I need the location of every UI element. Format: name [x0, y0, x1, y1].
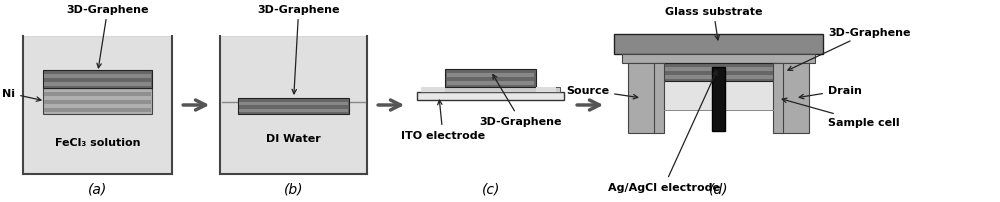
- Bar: [43, 88, 152, 115]
- Bar: [44, 93, 151, 97]
- Bar: [239, 109, 348, 113]
- Text: 3D-Graphene: 3D-Graphene: [257, 5, 340, 94]
- Bar: [44, 83, 151, 87]
- Bar: [421, 87, 560, 93]
- Bar: [44, 101, 151, 104]
- Bar: [447, 82, 534, 86]
- Bar: [44, 108, 151, 113]
- Bar: [445, 70, 536, 87]
- Text: 3D-Graphene: 3D-Graphene: [788, 28, 910, 71]
- Text: Glass substrate: Glass substrate: [665, 7, 762, 41]
- Text: Sample cell: Sample cell: [782, 99, 900, 127]
- Text: 3D-Graphene: 3D-Graphene: [66, 5, 149, 68]
- Bar: [43, 71, 152, 88]
- Text: (c): (c): [482, 182, 500, 196]
- Bar: [238, 99, 349, 115]
- Bar: [24, 38, 171, 173]
- Bar: [417, 93, 564, 101]
- Text: Source: Source: [566, 86, 638, 99]
- Bar: [660, 76, 777, 80]
- Bar: [221, 38, 366, 173]
- Bar: [421, 87, 445, 93]
- Text: DI Water: DI Water: [266, 133, 321, 143]
- Bar: [536, 87, 556, 93]
- Text: Ag/AgCl electrode: Ag/AgCl electrode: [608, 72, 720, 192]
- Bar: [622, 55, 815, 64]
- Bar: [712, 68, 725, 131]
- Bar: [773, 64, 783, 133]
- Text: 3D-Graphene: 3D-Graphene: [479, 75, 562, 126]
- Bar: [664, 64, 773, 110]
- Bar: [654, 64, 664, 133]
- Text: Drain: Drain: [799, 86, 862, 99]
- Bar: [239, 102, 348, 105]
- Text: (d): (d): [709, 182, 728, 196]
- Text: FeCl₃ solution: FeCl₃ solution: [55, 137, 141, 147]
- Bar: [614, 35, 823, 55]
- Bar: [660, 68, 777, 72]
- Text: ITO electrode: ITO electrode: [401, 101, 485, 140]
- Bar: [44, 75, 151, 79]
- Text: (a): (a): [88, 182, 107, 196]
- Text: Ni: Ni: [2, 88, 41, 102]
- Text: (b): (b): [284, 182, 303, 196]
- Bar: [658, 64, 779, 82]
- Bar: [628, 64, 656, 133]
- Bar: [781, 64, 809, 133]
- Bar: [447, 74, 534, 78]
